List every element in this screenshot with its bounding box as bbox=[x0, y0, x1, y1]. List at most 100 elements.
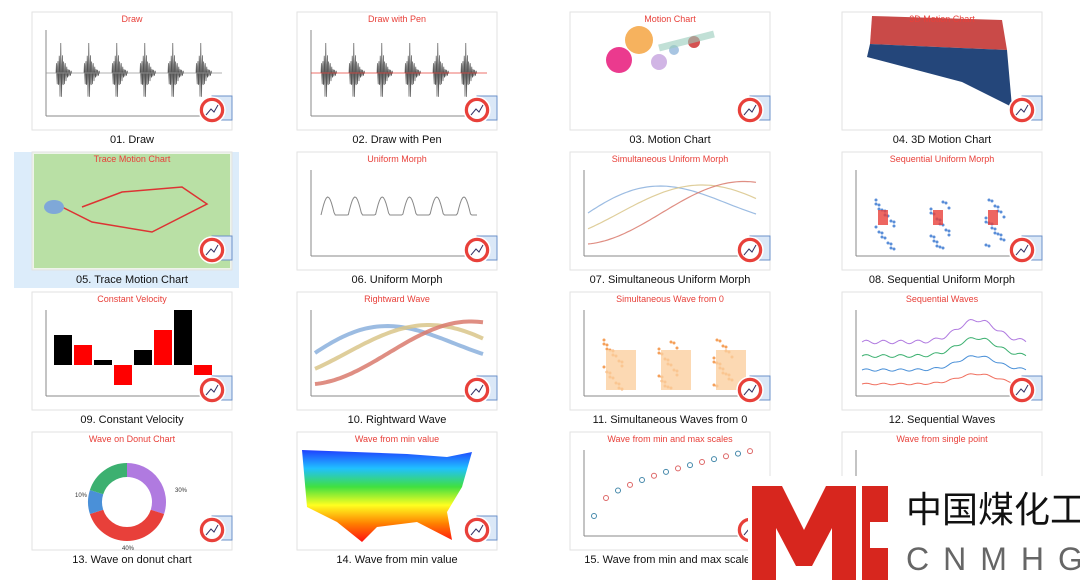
dot bbox=[889, 219, 893, 223]
logo: 中国煤化工 CNMHG bbox=[748, 476, 1080, 585]
point bbox=[723, 453, 729, 460]
thumbnail[interactable]: 3D Motion Chart 04. 3D Motion Chart bbox=[841, 11, 1043, 146]
dot bbox=[984, 220, 988, 224]
dot bbox=[892, 224, 896, 228]
donut-label: 30% bbox=[175, 488, 188, 494]
donut-label: 10% bbox=[75, 493, 88, 499]
curve bbox=[314, 319, 484, 386]
bar bbox=[94, 360, 112, 365]
dot bbox=[944, 228, 948, 232]
dot bbox=[657, 374, 661, 378]
dot bbox=[929, 234, 933, 238]
dot bbox=[947, 233, 951, 237]
map-shape bbox=[302, 450, 472, 542]
thumbnail[interactable]: Sequential Uniform Morph 08. Sequential U… bbox=[841, 151, 1043, 286]
dot bbox=[1002, 238, 1006, 242]
curve bbox=[587, 185, 757, 215]
dot bbox=[880, 231, 884, 235]
thumbnail-caption: 08. Sequential Uniform Morph bbox=[869, 274, 1015, 286]
app-icon-glyph bbox=[1015, 244, 1029, 256]
dot bbox=[993, 204, 997, 208]
dot bbox=[984, 243, 988, 247]
thumbnail[interactable]: Motion Chart 03. Motion Chart bbox=[569, 11, 771, 146]
point bbox=[699, 459, 705, 465]
donut-segment bbox=[89, 463, 128, 495]
dot bbox=[715, 338, 719, 342]
logo-latin: CNMHG bbox=[906, 541, 1080, 577]
box bbox=[661, 350, 691, 390]
trace bbox=[111, 43, 128, 97]
thumbnail-caption: 09. Constant Velocity bbox=[80, 414, 184, 426]
thumbnail[interactable]: Draw 01. Draw bbox=[31, 11, 233, 146]
thumbnail[interactable]: Uniform Morph 06. Uniform Morph bbox=[296, 151, 498, 286]
app-icon-glyph bbox=[205, 104, 219, 116]
thumbnail[interactable]: Wave from min value 14. Wave from min val… bbox=[296, 431, 498, 566]
dot bbox=[944, 201, 948, 205]
thumbnail-title: Draw bbox=[121, 14, 143, 24]
trace bbox=[376, 43, 393, 97]
dot bbox=[718, 339, 722, 343]
thumbnail-title: Simultaneous Wave from 0 bbox=[616, 294, 724, 304]
thumbnail-caption: 04. 3D Motion Chart bbox=[893, 134, 991, 146]
bar bbox=[154, 330, 172, 365]
surface-top bbox=[870, 16, 1007, 50]
app-icon-glyph bbox=[470, 104, 484, 116]
bar bbox=[74, 345, 92, 365]
curve bbox=[313, 323, 484, 356]
thumbnail[interactable]: Simultaneous Uniform Morph 07. Simultaneo… bbox=[569, 151, 771, 286]
app-icon-glyph bbox=[470, 524, 484, 536]
app-icon-glyph bbox=[1015, 104, 1029, 116]
dot bbox=[877, 203, 881, 207]
trace bbox=[55, 43, 72, 97]
dot bbox=[996, 205, 1000, 209]
app-icon-glyph bbox=[743, 244, 757, 256]
thumbnail-caption: 12. Sequential Waves bbox=[889, 414, 996, 426]
trace bbox=[320, 43, 337, 97]
app-icon-glyph bbox=[1015, 384, 1029, 396]
app-icon-glyph bbox=[743, 384, 757, 396]
dot bbox=[889, 242, 893, 246]
thumbnail[interactable]: Draw with Pen 02. Draw with Pen bbox=[296, 11, 498, 146]
thumbnail[interactable]: Rightward Wave 10. Rightward Wave bbox=[296, 291, 498, 426]
box bbox=[606, 350, 636, 390]
app-icon-glyph bbox=[470, 244, 484, 256]
thumbnail-caption: 05. Trace Motion Chart bbox=[76, 274, 188, 286]
dot bbox=[892, 220, 896, 224]
thumbnail-title: Wave from single point bbox=[896, 434, 988, 444]
dot bbox=[892, 247, 896, 251]
trace bbox=[195, 43, 212, 97]
donut-segment bbox=[89, 509, 165, 541]
point bbox=[687, 462, 693, 469]
thumbnail[interactable]: Wave from min and max scales 15. Wave fro… bbox=[569, 431, 771, 566]
point bbox=[711, 456, 717, 463]
trace bbox=[83, 43, 100, 97]
thumbnail[interactable]: Trace Motion Chart 05. Trace Motion Chart bbox=[31, 151, 233, 286]
donut-segment bbox=[126, 463, 166, 515]
dot bbox=[883, 236, 887, 240]
dot bbox=[929, 207, 933, 211]
dot bbox=[605, 347, 609, 351]
dot bbox=[987, 244, 991, 248]
donut-label: 40% bbox=[122, 546, 135, 552]
thumbnail[interactable]: Simultaneous Wave from 0 11. Simultaneous… bbox=[569, 291, 771, 426]
curve bbox=[587, 180, 757, 245]
thumbnail-title: Trace Motion Chart bbox=[94, 154, 171, 164]
dot bbox=[999, 237, 1003, 241]
point bbox=[747, 448, 753, 455]
thumbnail[interactable]: Constant Velocity 09. Constant Velocity bbox=[31, 291, 233, 426]
curve bbox=[587, 184, 757, 230]
bar bbox=[114, 365, 132, 385]
thumbnail-caption: 11. Simultaneous Waves from 0 bbox=[593, 414, 748, 426]
dot bbox=[712, 360, 716, 364]
dot bbox=[987, 198, 991, 202]
thumbnail-title: 3D Motion Chart bbox=[909, 14, 975, 24]
thumbnail-title: Wave from min value bbox=[355, 434, 439, 444]
dot bbox=[889, 246, 893, 250]
point bbox=[591, 513, 597, 519]
thumbnail-title: Rightward Wave bbox=[364, 294, 430, 304]
thumbnail[interactable]: Sequential Waves 12. Sequential Waves bbox=[841, 291, 1043, 426]
thumbnail[interactable]: 30% 10% 40% Wave on Donut Chart 13. Wave on … bbox=[31, 431, 233, 566]
trace bbox=[167, 43, 184, 97]
trace bbox=[432, 43, 449, 97]
